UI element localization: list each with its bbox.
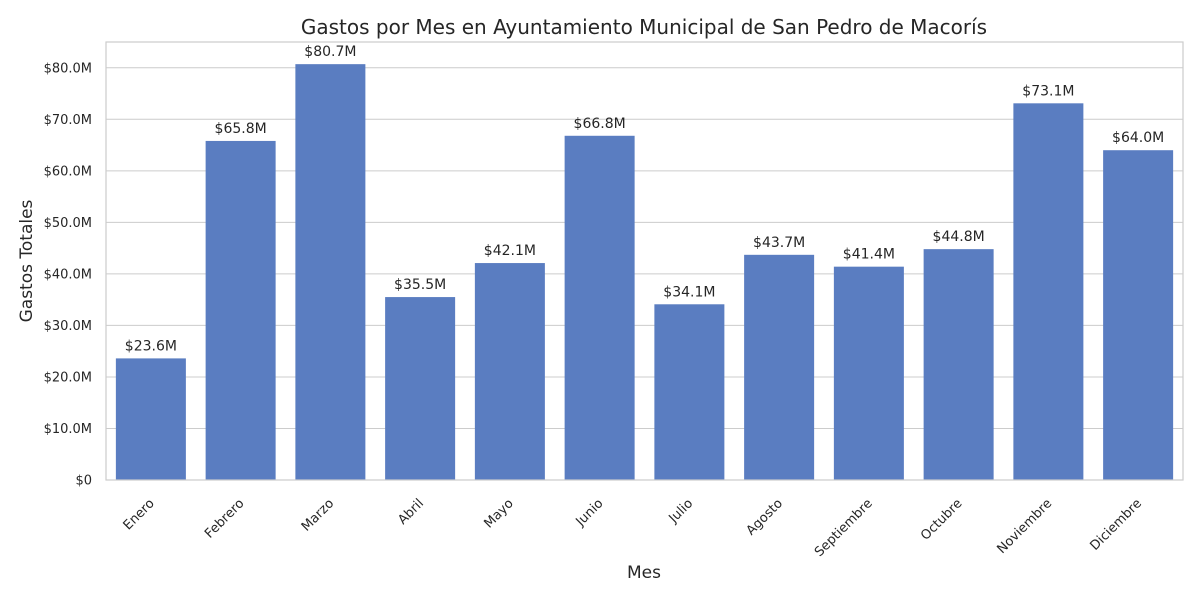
bar-abril xyxy=(385,297,456,480)
bar-julio xyxy=(654,304,725,480)
y-tick-label: $60.0M xyxy=(44,164,92,179)
bar-marzo xyxy=(295,64,366,480)
bar-octubre xyxy=(923,249,994,480)
bar-value-label: $23.6M xyxy=(125,338,177,354)
bar-agosto xyxy=(744,254,815,480)
y-tick-label: $70.0M xyxy=(44,113,92,128)
bar-value-label: $44.8M xyxy=(933,229,985,245)
bar-febrero xyxy=(205,140,276,481)
bar-diciembre xyxy=(1103,150,1174,480)
x-tick-label: Enero xyxy=(121,496,158,533)
x-tick-label: Noviembre xyxy=(994,496,1055,557)
bar-value-label: $43.7M xyxy=(753,235,805,251)
x-tick-label: Julio xyxy=(666,496,697,527)
bar-value-label: $64.0M xyxy=(1112,130,1164,146)
x-tick-label: Junio xyxy=(573,496,607,530)
x-tick-label: Marzo xyxy=(299,496,337,534)
y-tick-label: $50.0M xyxy=(44,216,92,231)
bar-septiembre xyxy=(833,266,904,480)
x-tick-label: Diciembre xyxy=(1087,496,1145,554)
y-axis-title: Gastos Totales xyxy=(17,199,37,322)
x-tick-label: Septiembre xyxy=(812,496,876,560)
bars xyxy=(115,64,1174,481)
bar-value-label: $80.7M xyxy=(304,44,356,60)
bar-mayo xyxy=(474,263,545,480)
x-tick-label: Octubre xyxy=(918,496,965,543)
y-tick-label: $40.0M xyxy=(44,267,92,282)
data-labels: $23.6M $65.8M $80.7M $35.5M $42.1M $66.8M $34.… xyxy=(125,44,1164,354)
bar-value-label: $41.4M xyxy=(843,247,895,263)
bar-junio xyxy=(564,135,635,481)
bar-enero xyxy=(115,358,186,480)
x-tick-label: Febrero xyxy=(202,496,247,541)
bar-noviembre xyxy=(1013,103,1084,480)
x-tick-label: Abril xyxy=(395,496,427,528)
bar-value-label: $73.1M xyxy=(1022,83,1074,99)
bar-value-label: $34.1M xyxy=(663,284,715,300)
x-tick-label: Agosto xyxy=(744,496,786,538)
y-tick-label: $80.0M xyxy=(44,61,92,76)
y-tick-label: $0 xyxy=(75,474,92,489)
bar-value-label: $42.1M xyxy=(484,243,536,259)
x-axis-ticks: Enero Febrero Marzo Abril Mayo Junio Julio Agos… xyxy=(121,496,1145,560)
y-tick-label: $20.0M xyxy=(44,370,92,385)
bar-value-label: $66.8M xyxy=(574,116,626,132)
y-tick-label: $10.0M xyxy=(44,422,92,437)
bar-value-label: $65.8M xyxy=(215,121,267,137)
bar-value-label: $35.5M xyxy=(394,277,446,293)
x-axis-title: Mes xyxy=(627,563,661,583)
gridlines xyxy=(106,67,1183,481)
y-axis-ticks: $0 $10.0M $20.0M $30.0M $40.0M $50.0M $60.0M $7… xyxy=(44,61,92,488)
y-tick-label: $30.0M xyxy=(44,319,92,334)
x-tick-label: Mayo xyxy=(481,496,516,531)
chart-title: Gastos por Mes en Ayuntamiento Municipal… xyxy=(301,15,987,39)
plot-frame xyxy=(105,41,1184,481)
